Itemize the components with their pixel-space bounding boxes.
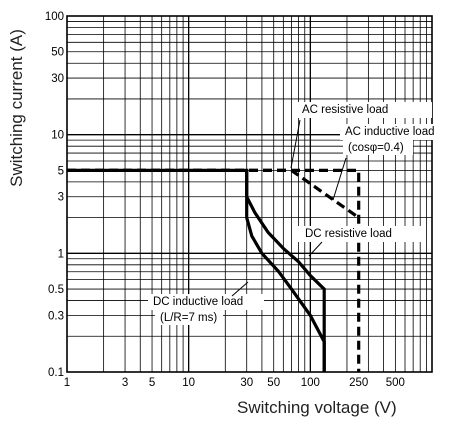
annotation-leader-line bbox=[308, 241, 323, 257]
grid bbox=[67, 16, 432, 372]
x-tick-label: 3 bbox=[122, 377, 128, 389]
x-tick-label: 1 bbox=[64, 377, 70, 389]
plot-frame bbox=[66, 15, 433, 373]
tick-labels: 1 3 5 10 30 50 100 250 500 0.1 0.3 0.5 1 3 5 10 30 50 100 bbox=[45, 11, 405, 389]
y-tick-label: 30 bbox=[51, 73, 64, 85]
annotation-label: DC resistive load bbox=[305, 228, 392, 240]
annotation-background bbox=[294, 102, 432, 118]
annotation-leader-line bbox=[332, 157, 347, 201]
plot-border bbox=[66, 15, 433, 373]
x-tick-label: 30 bbox=[240, 377, 253, 389]
annotation-label: AC inductive load bbox=[345, 126, 435, 138]
series-line-ac-resistive-load bbox=[67, 168, 361, 372]
annotations: AC resistive load AC inductive load (cosφ=… bbox=[148, 102, 460, 325]
annotation-leader-line bbox=[290, 119, 301, 169]
annotation-background bbox=[298, 226, 426, 242]
x-tick-label: 100 bbox=[301, 377, 320, 389]
x-tick-label: 10 bbox=[182, 377, 195, 389]
y-tick-label: 10 bbox=[51, 130, 64, 142]
annotation-background bbox=[148, 294, 264, 310]
annotation-label: DC inductive load bbox=[153, 296, 243, 308]
y-tick-label: 0.1 bbox=[48, 367, 64, 379]
series-line-ac-inductive-load-cos-0-4 bbox=[67, 168, 360, 219]
y-tick-label: 0.5 bbox=[48, 284, 64, 296]
y-tick-label: 100 bbox=[45, 11, 64, 23]
annotation-label: (L/R=7 ms) bbox=[160, 312, 217, 324]
y-tick-label: 50 bbox=[51, 47, 64, 59]
annotation-background bbox=[343, 140, 413, 155]
annotation-background bbox=[155, 310, 223, 325]
y-tick-label: 5 bbox=[58, 165, 64, 177]
annotation-leader-line bbox=[231, 281, 249, 297]
y-tick-label: 1 bbox=[58, 248, 64, 260]
y-axis-title: Switching current (A) bbox=[7, 29, 26, 187]
annotation-background bbox=[340, 124, 460, 140]
series-layer bbox=[67, 168, 361, 372]
x-tick-label: 250 bbox=[349, 377, 368, 389]
y-tick-label: 3 bbox=[58, 192, 64, 204]
annotation-label: AC resistive load bbox=[302, 104, 388, 116]
x-tick-label: 5 bbox=[149, 377, 155, 389]
series-line-dc-inductive-load-l-r-7-ms bbox=[245, 170, 326, 372]
x-tick-label: 500 bbox=[386, 377, 405, 389]
x-axis-title: Switching voltage (V) bbox=[237, 398, 397, 417]
annotation-label: (cosφ=0.4) bbox=[348, 142, 404, 154]
series-line-dc-resistive-load bbox=[67, 168, 326, 372]
y-tick-label: 0.3 bbox=[48, 310, 64, 322]
x-tick-label: 50 bbox=[267, 377, 280, 389]
